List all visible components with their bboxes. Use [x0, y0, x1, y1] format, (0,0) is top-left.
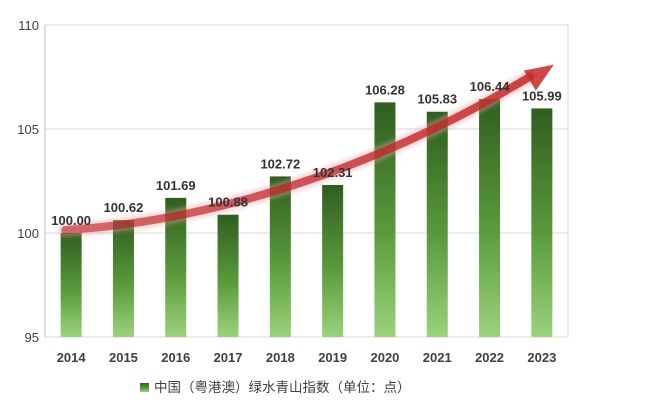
x-tick-label: 2020 [370, 350, 399, 365]
y-tick-label: 110 [18, 18, 39, 33]
x-tick-label: 2019 [318, 350, 347, 365]
legend-label: 中国（粤港澳）绿水青山指数（单位：点） [154, 380, 411, 396]
data-label: 105.83 [417, 92, 457, 107]
bar-2022 [479, 99, 501, 337]
data-labels-layer: 2014 100.00 2015 100.62 2016 101.69 2017 100.88… [51, 79, 561, 365]
x-tick-label: 2015 [109, 350, 138, 365]
bar-2020 [374, 102, 396, 337]
bar-2019 [322, 184, 344, 337]
y-tick-label: 105 [17, 122, 39, 137]
data-label: 100.62 [104, 200, 144, 215]
x-tick-label: 2014 [57, 350, 87, 365]
x-tick-label: 2017 [214, 350, 243, 365]
trend-arrow-body [61, 72, 534, 234]
data-label: 106.44 [470, 79, 511, 94]
bar-2021 [426, 111, 448, 338]
data-label: 105.99 [522, 88, 562, 103]
bar-2014 [60, 233, 82, 337]
bars-layer [60, 99, 553, 338]
bar-2023 [531, 108, 553, 338]
x-tick-label: 2022 [475, 350, 504, 365]
data-label: 106.28 [365, 82, 405, 97]
x-tick-label: 2021 [423, 350, 452, 365]
bar-2018 [269, 176, 291, 337]
x-tick-label: 2016 [161, 350, 190, 365]
data-label: 102.72 [260, 156, 300, 171]
data-label: 100.00 [51, 213, 91, 228]
y-tick-label: 95 [25, 330, 39, 345]
axis-layer [44, 25, 569, 337]
data-label: 102.31 [313, 165, 353, 180]
legend-swatch [140, 383, 149, 392]
trend-arrow-head [523, 64, 554, 91]
bar-2016 [165, 197, 187, 337]
legend: 中国（粤港澳）绿水青山指数（单位：点） [140, 380, 411, 396]
x-tick-label: 2023 [527, 350, 556, 365]
bar-2015 [112, 220, 134, 337]
y-tick-label: 100 [17, 226, 39, 241]
data-label: 100.88 [208, 195, 248, 210]
bar-2017 [217, 214, 239, 337]
x-tick-label: 2018 [266, 350, 295, 365]
data-label: 101.69 [156, 178, 196, 193]
trend-arrow [58, 64, 554, 237]
